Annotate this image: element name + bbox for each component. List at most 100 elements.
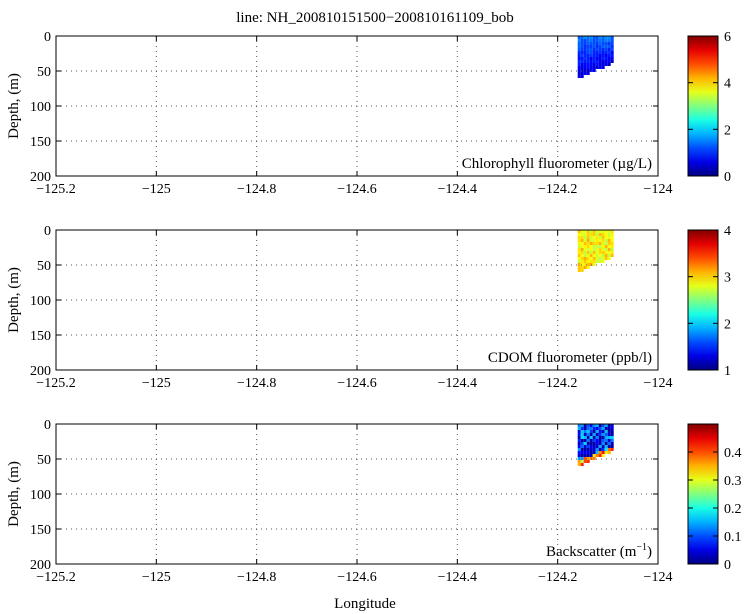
data-cell [580, 239, 584, 242]
data-cell [592, 433, 596, 436]
data-cell [601, 427, 605, 430]
data-cell [598, 48, 602, 51]
y-tick-label: 50 [37, 65, 51, 80]
data-cell [577, 39, 581, 42]
data-cell [589, 436, 593, 439]
data-cell [583, 45, 587, 48]
data-cell [607, 60, 611, 63]
data-cell [607, 445, 611, 448]
data-cell [598, 454, 602, 457]
data-cell [610, 39, 614, 42]
data-cell [583, 239, 587, 242]
data-cell [604, 42, 608, 45]
data-cell [580, 72, 584, 75]
data-cell [604, 63, 608, 66]
data-cell [583, 39, 587, 42]
data-cell [577, 254, 581, 257]
data-cell [595, 63, 599, 66]
data-cell [586, 72, 590, 75]
data-cell [601, 448, 605, 451]
data-cell [592, 442, 596, 445]
data-cell [610, 248, 614, 251]
data-cell [607, 239, 611, 242]
data-cell [595, 445, 599, 448]
data-cell [580, 75, 584, 78]
panel-3: −125.2 −125 −124.8 −124.6 −124.4 −124.2 −124 0 5… [6, 418, 742, 585]
data-cell [607, 451, 611, 454]
data-cell [604, 248, 608, 251]
data-cell [601, 245, 605, 248]
data-cell [586, 260, 590, 263]
data-cell [586, 42, 590, 45]
data-cell [598, 445, 602, 448]
data-cell [583, 251, 587, 254]
data-cell [592, 436, 596, 439]
data-cell [577, 48, 581, 51]
data-cell [580, 245, 584, 248]
data-cell [598, 239, 602, 242]
data-cell [592, 51, 596, 54]
data-cell [583, 54, 587, 57]
data-cell [598, 57, 602, 60]
data-cell [580, 233, 584, 236]
panel-label-text: Backscatter (m [546, 544, 637, 560]
data-cell [604, 451, 608, 454]
colorbar-tick-label: 0.2 [724, 502, 742, 517]
data-cell [595, 436, 599, 439]
data-cell [604, 236, 608, 239]
data-cell [595, 433, 599, 436]
x-tick-label: −124.6 [337, 570, 376, 585]
data-cell [589, 257, 593, 260]
data-cell [604, 45, 608, 48]
data-cell [589, 451, 593, 454]
x-tick-label: −124 [644, 182, 673, 197]
data-cell [580, 257, 584, 260]
data-cell [592, 263, 596, 266]
data-cell [586, 239, 590, 242]
data-cell [598, 427, 602, 430]
data-cell [580, 448, 584, 451]
data-cell [580, 42, 584, 45]
data-cell [598, 433, 602, 436]
axes-frame [55, 423, 659, 565]
data-cell [583, 448, 587, 451]
x-tick-label: −124.8 [237, 182, 276, 197]
data-cell [595, 230, 599, 233]
data-cell [604, 254, 608, 257]
data-cell [607, 257, 611, 260]
panel-label: Chlorophyll fluorometer (µg/L) [462, 156, 652, 172]
data-cell [598, 45, 602, 48]
data-cell [583, 266, 587, 269]
data-cell [580, 430, 584, 433]
y-tick-label: 100 [30, 100, 51, 115]
data-cell [592, 251, 596, 254]
data-cell [592, 36, 596, 39]
data-cell [577, 233, 581, 236]
data-cell [598, 63, 602, 66]
data-cell [610, 236, 614, 239]
x-tick-label: −124.4 [438, 570, 477, 585]
data-cell [592, 445, 596, 448]
data-cell [583, 245, 587, 248]
data-cell [607, 248, 611, 251]
data-cell [592, 236, 596, 239]
data-cell [586, 60, 590, 63]
data-cell [592, 242, 596, 245]
data-cell [610, 251, 614, 254]
data-cell [601, 39, 605, 42]
x-tick-label: −124.2 [538, 182, 577, 197]
data-cell [580, 251, 584, 254]
data-cell [607, 439, 611, 442]
data-cell [580, 433, 584, 436]
data-cell [577, 42, 581, 45]
data-cell [580, 454, 584, 457]
panels: −125.2 −125 −124.8 −124.6 −124.4 −124.2 −12405… [6, 30, 742, 585]
data-cell [589, 230, 593, 233]
data-cell [580, 260, 584, 263]
y-tick-label: 150 [30, 523, 51, 538]
colorbar-tick-label: 3 [724, 271, 731, 286]
data-cell [583, 242, 587, 245]
data-cell [595, 54, 599, 57]
data-cell [598, 233, 602, 236]
data-cell [583, 236, 587, 239]
